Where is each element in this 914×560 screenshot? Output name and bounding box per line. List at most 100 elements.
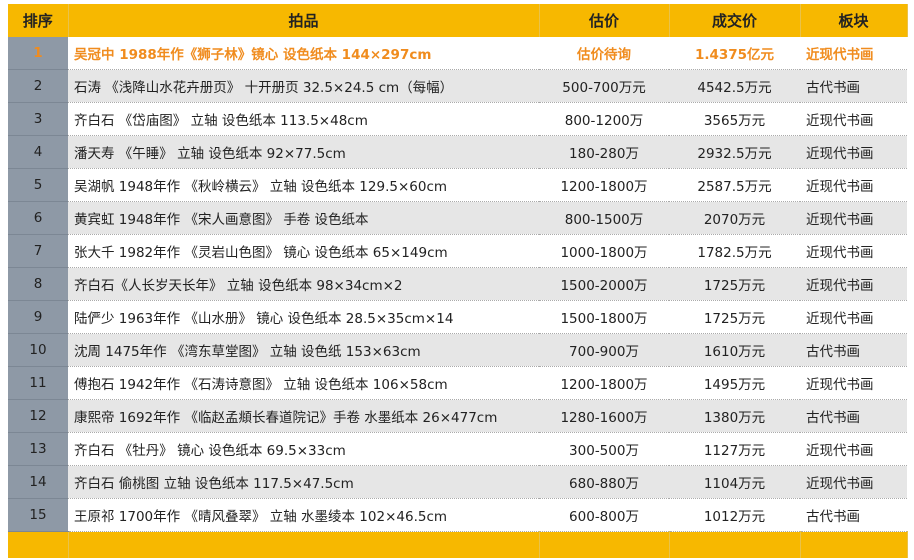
item-cell: 吴冠中 1988年作《狮子林》镜心 设色纸本 144×297cm bbox=[68, 37, 539, 70]
item-cell: 沈周 1475年作 《湾东草堂图》 立轴 设色纸 153×63cm bbox=[68, 333, 539, 367]
estimate-cell: 估价待询 bbox=[539, 37, 669, 70]
rank-cell: 9 bbox=[8, 300, 68, 334]
price-cell: 2587.5万元 bbox=[669, 168, 800, 202]
price-cell: 1127万元 bbox=[669, 432, 800, 466]
item-cell: 黄宾虹 1948年作 《宋人画意图》 手卷 设色纸本 bbox=[68, 201, 539, 235]
category-cell: 近现代书画 bbox=[800, 168, 907, 202]
item-cell: 潘天寿 《午睡》 立轴 设色纸本 92×77.5cm bbox=[68, 135, 539, 169]
table-row: 5 吴湖帆 1948年作 《秋岭横云》 立轴 设色纸本 129.5×60cm 120… bbox=[8, 168, 907, 202]
table-row: 9 陆俨少 1963年作 《山水册》 镜心 设色纸本 28.5×35cm×14 15… bbox=[8, 300, 907, 334]
table-row: 4 潘天寿 《午睡》 立轴 设色纸本 92×77.5cm 180-280万 2932.… bbox=[8, 135, 907, 169]
estimate-cell: 300-500万 bbox=[539, 432, 669, 466]
rank-cell: 3 bbox=[8, 102, 68, 136]
estimate-cell: 1500-1800万 bbox=[539, 300, 669, 334]
estimate-cell: 180-280万 bbox=[539, 135, 669, 169]
table-row: 3 齐白石 《岱庙图》 立轴 设色纸本 113.5×48cm 800-1200万 35… bbox=[8, 102, 907, 136]
price-cell: 1725万元 bbox=[669, 267, 800, 301]
price-cell: 2070万元 bbox=[669, 201, 800, 235]
price-cell: 3565万元 bbox=[669, 102, 800, 136]
category-cell: 近现代书画 bbox=[800, 37, 907, 70]
rank-cell: 2 bbox=[8, 69, 68, 103]
estimate-cell: 1500-2000万 bbox=[539, 267, 669, 301]
price-cell: 1725万元 bbox=[669, 300, 800, 334]
rank-cell: 14 bbox=[8, 465, 68, 499]
category-cell: 古代书画 bbox=[800, 498, 907, 532]
footer-cell bbox=[669, 531, 801, 558]
item-cell: 吴湖帆 1948年作 《秋岭横云》 立轴 设色纸本 129.5×60cm bbox=[68, 168, 539, 202]
table-row: 8 齐白石《人长岁天长年》 立轴 设色纸本 98×34cm×2 1500-2000万… bbox=[8, 267, 907, 301]
category-cell: 近现代书画 bbox=[800, 267, 907, 301]
price-cell: 1.4375亿元 bbox=[669, 37, 800, 70]
price-cell: 1782.5万元 bbox=[669, 234, 800, 268]
estimate-cell: 600-800万 bbox=[539, 498, 669, 532]
table-row: 6 黄宾虹 1948年作 《宋人画意图》 手卷 设色纸本 800-1500万 2070… bbox=[8, 201, 907, 235]
estimate-cell: 1200-1800万 bbox=[539, 366, 669, 400]
category-cell: 近现代书画 bbox=[800, 201, 907, 235]
table-row: 1 吴冠中 1988年作《狮子林》镜心 设色纸本 144×297cm 估价待询 1.4… bbox=[8, 37, 907, 70]
footer-cell bbox=[68, 531, 540, 558]
category-cell: 古代书画 bbox=[800, 69, 907, 103]
item-cell: 王原祁 1700年作 《晴风叠翠》 立轴 水墨绫本 102×46.5cm bbox=[68, 498, 539, 532]
category-cell: 近现代书画 bbox=[800, 234, 907, 268]
category-cell: 近现代书画 bbox=[800, 102, 907, 136]
price-cell: 1380万元 bbox=[669, 399, 800, 433]
table-row: 14 齐白石 偷桃图 立轴 设色纸本 117.5×47.5cm 680-880万 11… bbox=[8, 465, 907, 499]
price-cell: 1495万元 bbox=[669, 366, 800, 400]
item-cell: 傅抱石 1942年作 《石涛诗意图》 立轴 设色纸本 106×58cm bbox=[68, 366, 539, 400]
category-cell: 近现代书画 bbox=[800, 300, 907, 334]
price-cell: 2932.5万元 bbox=[669, 135, 800, 169]
rank-cell: 12 bbox=[8, 399, 68, 433]
estimate-cell: 700-900万 bbox=[539, 333, 669, 367]
price-cell: 1012万元 bbox=[669, 498, 800, 532]
rank-cell: 6 bbox=[8, 201, 68, 235]
estimate-cell: 1200-1800万 bbox=[539, 168, 669, 202]
rank-cell: 10 bbox=[8, 333, 68, 367]
rank-cell: 11 bbox=[8, 366, 68, 400]
item-cell: 陆俨少 1963年作 《山水册》 镜心 设色纸本 28.5×35cm×14 bbox=[68, 300, 539, 334]
rank-cell: 8 bbox=[8, 267, 68, 301]
category-cell: 近现代书画 bbox=[800, 366, 907, 400]
price-cell: 4542.5万元 bbox=[669, 69, 800, 103]
footer-cell bbox=[8, 531, 69, 558]
item-cell: 齐白石《人长岁天长年》 立轴 设色纸本 98×34cm×2 bbox=[68, 267, 539, 301]
rank-cell: 1 bbox=[8, 37, 68, 70]
footer-cell bbox=[800, 531, 908, 558]
header-category: 板块 bbox=[800, 4, 908, 37]
item-cell: 齐白石 《岱庙图》 立轴 设色纸本 113.5×48cm bbox=[68, 102, 539, 136]
category-cell: 古代书画 bbox=[800, 333, 907, 367]
header-row: 排序 拍品 估价 成交价 板块 bbox=[8, 4, 908, 37]
price-cell: 1104万元 bbox=[669, 465, 800, 499]
item-cell: 石涛 《浅降山水花卉册页》 十开册页 32.5×24.5 cm（每幅） bbox=[68, 69, 539, 103]
estimate-cell: 500-700万元 bbox=[539, 69, 669, 103]
table-row: 7 张大千 1982年作 《灵岩山色图》 镜心 设色纸本 65×149cm 1000… bbox=[8, 234, 907, 268]
table-row: 11 傅抱石 1942年作 《石涛诗意图》 立轴 设色纸本 106×58cm 120… bbox=[8, 366, 907, 400]
category-cell: 近现代书画 bbox=[800, 465, 907, 499]
item-cell: 张大千 1982年作 《灵岩山色图》 镜心 设色纸本 65×149cm bbox=[68, 234, 539, 268]
table-row: 15 王原祁 1700年作 《晴风叠翠》 立轴 水墨绫本 102×46.5cm 60… bbox=[8, 498, 907, 532]
table-row: 2 石涛 《浅降山水花卉册页》 十开册页 32.5×24.5 cm（每幅） 500-… bbox=[8, 69, 907, 103]
item-cell: 康熙帝 1692年作 《临赵孟頫长春道院记》手卷 水墨纸本 26×477cm bbox=[68, 399, 539, 433]
auction-results-table: 排序 拍品 估价 成交价 板块 1 吴冠中 1988年作《狮子林》镜心 设色纸本 … bbox=[8, 4, 908, 558]
estimate-cell: 800-1500万 bbox=[539, 201, 669, 235]
header-price: 成交价 bbox=[669, 4, 801, 37]
price-cell: 1610万元 bbox=[669, 333, 800, 367]
rank-cell: 5 bbox=[8, 168, 68, 202]
table-row: 10 沈周 1475年作 《湾东草堂图》 立轴 设色纸 153×63cm 700-9… bbox=[8, 333, 907, 367]
rank-cell: 4 bbox=[8, 135, 68, 169]
table-row: 12 康熙帝 1692年作 《临赵孟頫长春道院记》手卷 水墨纸本 26×477cm… bbox=[8, 399, 907, 433]
header-item: 拍品 bbox=[68, 4, 540, 37]
rank-cell: 7 bbox=[8, 234, 68, 268]
category-cell: 近现代书画 bbox=[800, 135, 907, 169]
estimate-cell: 1280-1600万 bbox=[539, 399, 669, 433]
rank-cell: 13 bbox=[8, 432, 68, 466]
category-cell: 近现代书画 bbox=[800, 432, 907, 466]
footer-row bbox=[8, 531, 908, 558]
table-row: 13 齐白石 《牡丹》 镜心 设色纸本 69.5×33cm 300-500万 1127… bbox=[8, 432, 907, 466]
item-cell: 齐白石 偷桃图 立轴 设色纸本 117.5×47.5cm bbox=[68, 465, 539, 499]
item-cell: 齐白石 《牡丹》 镜心 设色纸本 69.5×33cm bbox=[68, 432, 539, 466]
rank-cell: 15 bbox=[8, 498, 68, 532]
estimate-cell: 680-880万 bbox=[539, 465, 669, 499]
header-rank: 排序 bbox=[8, 4, 69, 37]
header-estimate: 估价 bbox=[539, 4, 670, 37]
estimate-cell: 1000-1800万 bbox=[539, 234, 669, 268]
